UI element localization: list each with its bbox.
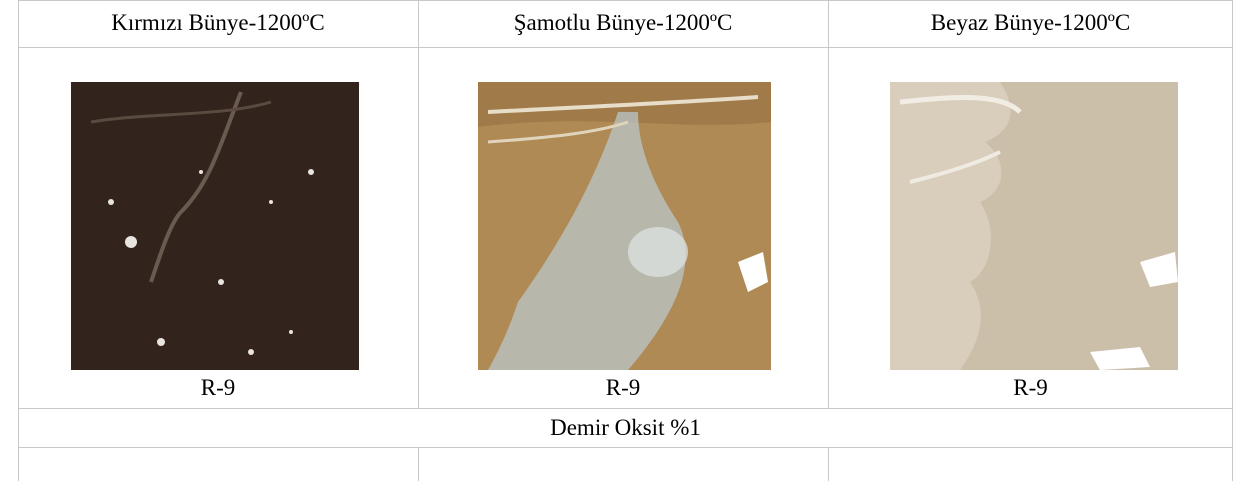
caption: Demir Oksit %1 (550, 415, 701, 440)
row-border (18, 408, 1233, 409)
column-border (828, 0, 829, 408)
column-border (18, 0, 19, 481)
column-border (828, 447, 829, 481)
row-border (18, 47, 1233, 48)
column-header: Beyaz Bünye-1200ºC (930, 10, 1131, 35)
row-border (18, 447, 1233, 448)
column-border (418, 447, 419, 481)
glaze-sample-image (71, 82, 359, 370)
sample-label: R-9 (1013, 375, 1048, 400)
sample-label: R-9 (605, 375, 641, 400)
glaze-sample-image (890, 82, 1178, 370)
column-border (418, 0, 419, 408)
column-header: Kırmızı Bünye-1200ºC (111, 10, 325, 35)
column-header: Şamotlu Bünye-1200ºC (513, 10, 733, 35)
row-border (18, 0, 1233, 1)
glaze-sample-image (478, 82, 771, 370)
sample-label: R-9 (200, 375, 236, 400)
